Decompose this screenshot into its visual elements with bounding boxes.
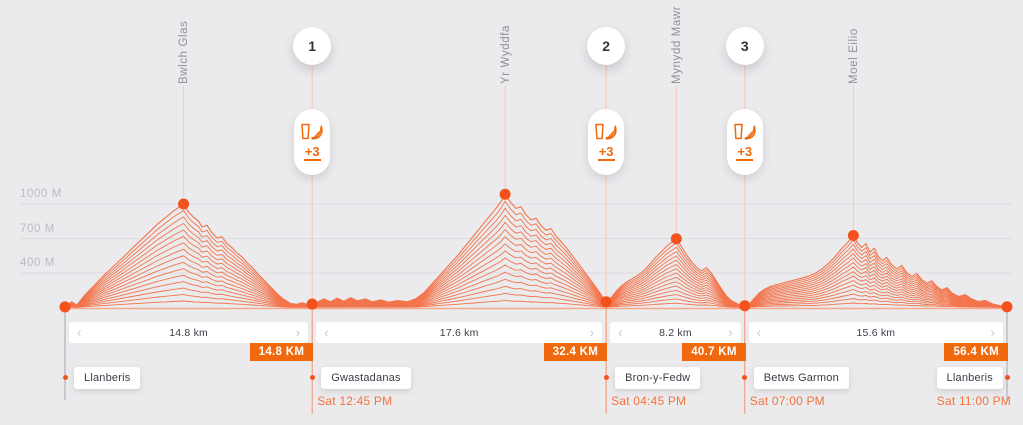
segment-bar-1[interactable]: ‹ 14.8 km › bbox=[69, 322, 309, 343]
station-name-label: Betws Garmon bbox=[753, 367, 849, 389]
peak-dot bbox=[847, 230, 859, 242]
peak-name-label: Bwlch Glas bbox=[178, 20, 191, 84]
segment-distance-label: 15.6 km bbox=[856, 326, 896, 339]
elevation-ridge-line bbox=[64, 193, 1008, 308]
station-dot bbox=[603, 375, 609, 380]
y-axis-label: 1000 M bbox=[20, 188, 62, 200]
banana-icon bbox=[744, 125, 756, 140]
peak-name-label: Mynydd Mawr bbox=[670, 5, 683, 84]
elevation-ridge-line bbox=[64, 228, 1008, 308]
checkpoint-3-marker[interactable]: 3 bbox=[725, 27, 764, 65]
chevron-right-icon[interactable]: › bbox=[295, 325, 301, 340]
station-eta-time: Sat 12:45 PM bbox=[317, 394, 393, 408]
aid-services-count: +3 bbox=[597, 144, 615, 161]
chevron-right-icon[interactable]: › bbox=[728, 325, 733, 340]
chevron-left-icon[interactable]: ‹ bbox=[756, 325, 762, 340]
chevron-right-icon[interactable]: › bbox=[589, 325, 595, 340]
refreshments-icon bbox=[734, 123, 756, 140]
elevation-ridge-line bbox=[64, 214, 1008, 308]
peak-dot bbox=[670, 233, 682, 245]
elevation-ridge-line bbox=[64, 285, 1008, 308]
peak-dot bbox=[499, 188, 511, 200]
checkpoint-1-marker[interactable]: 1 bbox=[293, 27, 332, 65]
elevation-ridge-line bbox=[64, 221, 1008, 308]
station-name-label: Bron-y-Fedw bbox=[615, 367, 701, 389]
aid-station-pill[interactable]: +3 bbox=[726, 109, 763, 175]
y-axis-label: 400 M bbox=[20, 257, 55, 269]
segment-distance-label: 14.8 km bbox=[169, 326, 208, 339]
chevron-left-icon[interactable]: ‹ bbox=[324, 325, 329, 340]
checkpoint-2-marker[interactable]: 2 bbox=[587, 27, 626, 65]
elevation-ridge-line bbox=[64, 200, 1008, 308]
banana-stripes bbox=[314, 131, 321, 138]
waypoint-dot bbox=[739, 300, 751, 312]
station-name-label: Llanberis bbox=[936, 367, 1003, 389]
chevron-left-icon[interactable]: ‹ bbox=[618, 325, 623, 340]
elevation-ridge-line bbox=[64, 299, 1008, 308]
elevation-ridge-line bbox=[64, 207, 1008, 308]
aid-services-count: +3 bbox=[303, 144, 321, 161]
aid-services-count: +3 bbox=[736, 144, 754, 161]
elevation-ridge-line bbox=[64, 278, 1008, 308]
banana-icon bbox=[605, 125, 617, 140]
cup-icon bbox=[734, 123, 743, 140]
segment-distance-label: 8.2 km bbox=[659, 326, 692, 339]
elevation-ridge-line bbox=[64, 292, 1008, 308]
station-name-label: Gwastadanas bbox=[321, 367, 411, 389]
y-axis-label: 700 M bbox=[20, 222, 55, 235]
station-eta-time: Sat 04:45 PM bbox=[611, 394, 687, 408]
peak-dot bbox=[178, 198, 190, 210]
station-dot bbox=[62, 375, 68, 380]
cumulative-km-badge: 40.7 KM bbox=[682, 343, 746, 361]
waypoint-dot bbox=[59, 301, 71, 313]
elevation-ridge-line bbox=[64, 264, 1008, 308]
elevation-ridge-line bbox=[64, 250, 1008, 308]
waypoint-dot bbox=[600, 296, 612, 308]
cumulative-km-badge: 56.4 KM bbox=[944, 343, 1008, 361]
elevation-ridge-line bbox=[64, 257, 1008, 308]
cumulative-km-badge: 14.8 KM bbox=[249, 343, 314, 361]
segment-bar-4[interactable]: ‹ 15.6 km › bbox=[748, 322, 1003, 343]
elevation-ridge-line bbox=[64, 271, 1008, 308]
station-name-label: Llanberis bbox=[74, 367, 141, 389]
segment-bar-3[interactable]: ‹ 8.2 km › bbox=[610, 322, 741, 343]
waypoint-dot bbox=[306, 298, 318, 310]
refreshments-icon bbox=[595, 123, 617, 140]
station-dot bbox=[1004, 375, 1010, 380]
cup-icon bbox=[301, 123, 310, 140]
cumulative-km-badge: 32.4 KM bbox=[543, 343, 608, 361]
segment-distance-label: 17.6 km bbox=[439, 326, 479, 339]
checkpoint-number: 1 bbox=[308, 38, 317, 54]
aid-station-pill[interactable]: +3 bbox=[588, 109, 625, 175]
peak-name-label: Yr Wyddfa bbox=[499, 25, 512, 84]
chevron-right-icon[interactable]: › bbox=[990, 325, 995, 340]
segment-bar-2[interactable]: ‹ 17.6 km › bbox=[316, 322, 603, 343]
refreshments-icon bbox=[301, 123, 323, 140]
chevron-left-icon[interactable]: ‹ bbox=[77, 325, 82, 340]
peak-name-label: Moel Eilio bbox=[847, 28, 860, 84]
elevation-ridge-line bbox=[64, 236, 1008, 308]
station-eta-time: Sat 07:00 PM bbox=[749, 394, 825, 408]
elevation-ridge-line bbox=[64, 243, 1008, 308]
checkpoint-number: 2 bbox=[602, 38, 611, 54]
banana-icon bbox=[311, 125, 323, 140]
banana-stripes bbox=[608, 131, 615, 138]
checkpoint-number: 3 bbox=[740, 38, 749, 54]
cup-icon bbox=[595, 123, 604, 140]
station-dot bbox=[742, 375, 748, 380]
aid-station-pill[interactable]: +3 bbox=[294, 109, 331, 175]
banana-stripes bbox=[746, 131, 754, 138]
waypoint-dot bbox=[1001, 301, 1013, 313]
station-dot bbox=[309, 375, 315, 380]
station-eta-time: Sat 11:00 PM bbox=[936, 394, 1011, 408]
